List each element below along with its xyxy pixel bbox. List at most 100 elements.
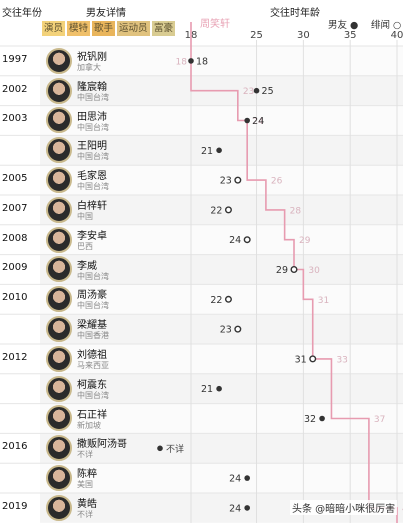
her-age-label: 29	[299, 236, 311, 246]
list-item: 2016 撒贩阿汤哥 不详	[0, 433, 403, 463]
boyfriend-name: 李安卓	[77, 230, 107, 242]
boyfriend-name: 田思沛	[77, 111, 107, 123]
avatar	[46, 196, 72, 223]
boyfriend-name: 毛家恩	[77, 171, 107, 183]
avatar	[46, 494, 72, 521]
boyfriend-region: 加拿大	[77, 63, 101, 72]
boyfriend-region: 中国香港	[77, 331, 109, 341]
boyfriend-name: 柯震东	[77, 379, 107, 391]
list-item: 2012 刘德祖 马来西亚	[0, 344, 403, 374]
row-stripe	[40, 463, 403, 493]
list-item: 1997 祝钒刚 加拿大	[0, 46, 403, 76]
her-age-label: 28	[290, 206, 302, 216]
boyfriend-region: 巴西	[77, 241, 93, 251]
avatar	[46, 77, 72, 104]
list-item: 柯震东 中国台湾	[0, 374, 403, 404]
her-age-label: 26	[271, 177, 283, 187]
boyfriend-name: 白梓轩	[77, 201, 107, 212]
list-item: 王阳明 中国台湾	[0, 135, 403, 165]
age-label: 21	[201, 146, 213, 157]
her-age-label: 30	[308, 266, 320, 276]
boyfriend-region: 中国台湾	[77, 390, 109, 400]
list-item: 石正祥 新加坡	[0, 404, 403, 434]
row-stripe	[40, 46, 403, 76]
rumor-dot	[234, 176, 242, 184]
avatar	[46, 465, 72, 492]
list-item: 2010 周汤豪 中国台湾	[0, 284, 403, 314]
boyfriend-region: 中国台湾	[77, 182, 109, 192]
age-label: 24	[252, 116, 264, 127]
legend-rumor-label: 绯闻	[371, 20, 391, 31]
year-label: 2012	[2, 351, 28, 363]
boyfriend-name: 王阳明	[77, 141, 107, 153]
rumor-dot	[290, 266, 298, 274]
header-year: 交往年份	[2, 8, 42, 19]
boyfriend-name: 隆宸翰	[77, 81, 107, 93]
list-item: 2007 白梓轩 中国	[0, 195, 403, 225]
category-chip: 模特	[67, 21, 91, 36]
age-label: 21	[201, 384, 213, 395]
year-label: 2005	[2, 173, 28, 185]
age-label: 24	[229, 503, 241, 514]
boyfriend-dot	[253, 87, 260, 94]
boyfriend-name: 撒贩阿汤哥	[77, 439, 127, 451]
row-stripe	[40, 254, 403, 285]
rumor-dot	[224, 206, 232, 214]
boyfriend-region: 中国台湾	[77, 271, 109, 281]
rumor-dot	[243, 236, 251, 244]
boyfriend-dot	[244, 505, 250, 511]
boyfriend-dot	[157, 445, 163, 452]
boyfriend-name: 李威	[77, 260, 97, 272]
x-tick-label: 40	[391, 30, 403, 41]
filled-dot-icon: ●	[350, 20, 359, 31]
boyfriend-dot	[216, 147, 222, 154]
year-label: 2008	[2, 232, 28, 244]
year-label: 2019	[2, 500, 28, 512]
boyfriend-name: 梁耀基	[77, 320, 107, 332]
legend-rumor: 绯闻 ○	[371, 17, 401, 31]
her-age-label: 31	[318, 296, 329, 306]
boyfriend-name: 周汤豪	[77, 290, 107, 302]
watermark: 头条 @暗暗小咪很厉害	[290, 500, 398, 515]
header-detail: 男友详情	[86, 8, 126, 19]
age-label: 18	[196, 56, 208, 67]
avatar	[46, 167, 72, 194]
her-age-label: 18	[176, 57, 188, 67]
avatar	[46, 256, 72, 283]
category-chip: 运动员	[117, 21, 150, 36]
boyfriend-region: 中国台湾	[77, 122, 109, 132]
boyfriend-dot	[188, 58, 194, 64]
x-tick-label: 30	[297, 30, 310, 41]
her-age-label: 24	[252, 117, 264, 127]
her-age-label: 37	[374, 415, 385, 425]
age-label: 不详	[166, 443, 184, 455]
boyfriend-name: 黄皓	[77, 499, 97, 510]
x-tick-label: 35	[344, 30, 357, 41]
line-label: 周笑轩	[200, 19, 230, 30]
age-label: 25	[262, 86, 274, 97]
avatar	[46, 286, 72, 313]
avatar	[46, 375, 72, 402]
category-chip: 富豪	[152, 21, 176, 36]
boyfriend-region: 中国台湾	[77, 301, 109, 311]
row-stripe	[40, 284, 403, 315]
boyfriend-region: 不详	[77, 450, 93, 460]
boyfriend-region: 中国台湾	[77, 152, 109, 162]
age-label: 22	[210, 295, 222, 306]
her-age-label: 23	[243, 87, 254, 97]
boyfriend-dot	[216, 385, 222, 392]
avatar	[46, 316, 72, 343]
avatar	[46, 435, 72, 462]
list-item: 2003 田思沛 中国台湾	[0, 106, 403, 136]
legend-boyfriend-label: 男友	[328, 20, 348, 31]
row-stripe	[40, 195, 403, 225]
list-item: 2009 李威 中国台湾	[0, 255, 403, 285]
age-step-line	[190, 22, 398, 523]
boyfriend-dot	[244, 475, 250, 481]
rumor-dot	[309, 355, 317, 363]
boyfriend-dot	[244, 117, 250, 124]
boyfriend-region: 中国台湾	[77, 92, 109, 102]
age-label: 24	[229, 235, 241, 246]
avatar	[46, 137, 72, 164]
